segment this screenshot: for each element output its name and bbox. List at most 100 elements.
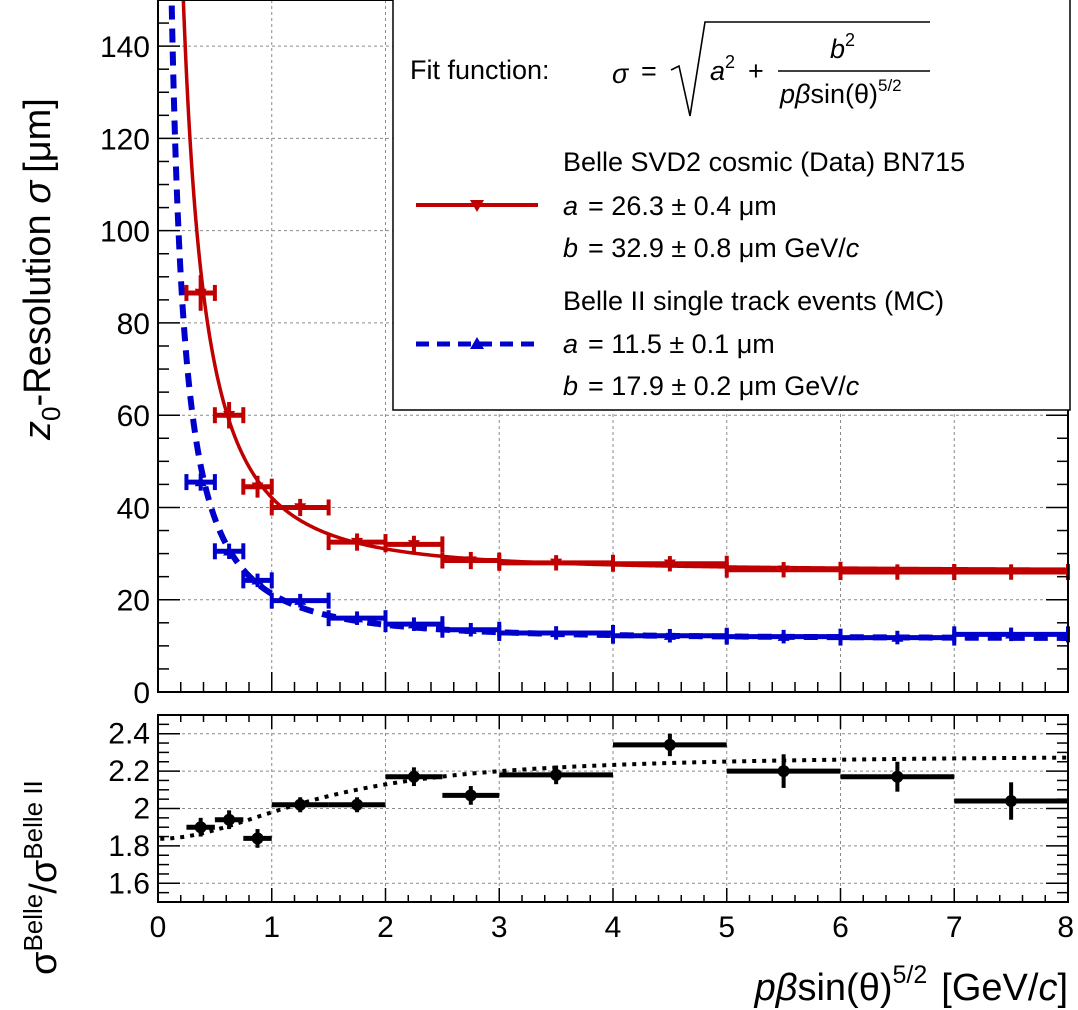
x-title-beta: β	[775, 967, 798, 1009]
marker-triangle-up	[464, 623, 477, 634]
ratio-point	[954, 782, 1068, 820]
x-title-exp: 5/2	[893, 961, 928, 989]
marker-triangle-down	[294, 503, 307, 514]
legend-entry-blue-b: b = 17.9 ± 0.2 μm GeV/c	[563, 371, 860, 401]
marker-circle	[194, 821, 207, 834]
legend-fit-plus: +	[748, 56, 764, 86]
data-point-belle	[440, 551, 502, 570]
data-point-belle	[383, 535, 445, 553]
x-tick-label: 5	[718, 911, 735, 944]
legend-entry-red-b: b = 32.9 ± 0.8 μm GeV/c	[563, 233, 860, 263]
legend: Fit function: σ = a2 + b2 pβsin(θ)5/2 Be…	[392, 0, 1071, 411]
x-tick-label: 7	[946, 911, 963, 944]
marker-circle	[294, 798, 307, 811]
marker-triangle-up	[1005, 628, 1018, 639]
main-y-tick-label: 40	[117, 492, 150, 525]
red-b-unit-c: c	[846, 233, 860, 263]
y-title-var: z	[17, 421, 59, 441]
legend-fit-denominator: pβsin(θ)5/2	[779, 76, 902, 109]
ratio-point	[442, 786, 500, 805]
marker-triangle-down	[194, 288, 207, 299]
marker-circle	[464, 789, 477, 802]
ratio-panel: 1.6 1.8 2 2.2 2.4 0 1 2 3 4 5 6 7 8	[108, 714, 1074, 944]
marker-circle	[351, 798, 364, 811]
data-point-belle	[269, 498, 331, 517]
legend-entry-red-a: a = 26.3 ± 0.4 μm	[563, 191, 777, 221]
data-point-belle	[184, 275, 217, 311]
ratio-point	[613, 733, 727, 757]
ratio-point	[840, 761, 955, 792]
ratio-y-tick-label: 1.6	[108, 867, 150, 900]
marker-triangle-down	[407, 540, 420, 551]
data-point-belle2	[184, 473, 217, 491]
marker-triangle-down	[464, 556, 477, 567]
ratio-y-tick-label: 2	[133, 793, 150, 826]
data-point-belle2	[838, 629, 957, 646]
x-tick-labels: 0 1 2 3 4 5 6 7 8	[150, 911, 1074, 944]
legend-fit-a-term: a2	[710, 52, 735, 86]
legend-fit-numerator: b2	[830, 30, 855, 64]
main-y-axis-title: z0-Resolution σ [μm]	[17, 98, 66, 441]
data-point-belle	[611, 555, 729, 572]
marker-triangle-down	[223, 411, 236, 422]
blue-b-unit-c: c	[846, 371, 860, 401]
marker-circle	[407, 770, 420, 783]
marker-triangle-down	[1005, 567, 1018, 579]
ratio-point	[214, 810, 244, 830]
main-y-tick-label: 0	[133, 677, 150, 710]
ratio-point	[726, 754, 841, 788]
marker-circle	[777, 765, 790, 778]
x-title-unit-open: [GeV/	[941, 967, 1039, 1009]
ratio-fit-curve	[160, 755, 1068, 841]
ratio-point	[186, 817, 215, 837]
ratio-data-points	[186, 733, 1068, 848]
red-b-text: = 32.9 ± 0.8 μm GeV/	[588, 233, 846, 263]
fit-a-sq: 2	[725, 52, 735, 72]
x-title-sin: sin(θ)	[797, 967, 892, 1009]
marker-triangle-down	[351, 537, 364, 549]
x-tick-label: 3	[491, 911, 508, 944]
legend-entry-red-title: Belle SVD2 cosmic (Data) BN715	[563, 147, 965, 177]
x-tick-label: 1	[263, 911, 280, 944]
main-y-tick-label: 60	[117, 400, 150, 433]
marker-triangle-up	[251, 574, 264, 585]
marker-triangle-up	[550, 626, 563, 638]
data-point-belle2	[383, 616, 445, 633]
fit-den-exp: 5/2	[878, 76, 902, 95]
blue-b-text: = 17.9 ± 0.2 μm GeV/	[588, 371, 846, 401]
marker-triangle-up	[223, 545, 236, 556]
data-point-belle2	[724, 628, 843, 645]
ratio-curve-line	[160, 755, 1068, 841]
legend-blue-marker	[470, 337, 484, 349]
x-tick-label: 8	[1057, 911, 1074, 944]
marker-triangle-up	[407, 618, 420, 629]
y-title-sub: 0	[36, 407, 66, 421]
legend-red-marker	[470, 200, 484, 212]
data-point-belle	[952, 564, 1070, 581]
data-point-belle2	[212, 543, 246, 560]
marker-triangle-down	[251, 482, 264, 493]
red-b-name: b	[563, 233, 578, 263]
ratio-y-tick-label: 1.8	[108, 830, 150, 863]
fit-a: a	[710, 56, 725, 86]
main-data-points	[184, 275, 1070, 646]
ratio-y-tick-labels: 1.6 1.8 2 2.2 2.4	[108, 718, 150, 901]
fit-den-beta: β	[794, 79, 810, 109]
fit-b-sq: 2	[845, 30, 855, 50]
legend-fit-eq: =	[641, 56, 657, 86]
ratio-grid	[158, 715, 1068, 902]
main-y-tick-label: 20	[117, 585, 150, 618]
y-title-unit: [μm]	[17, 98, 59, 173]
legend-entry-blue-a: a = 11.5 ± 0.1 μm	[563, 329, 775, 359]
data-point-belle	[724, 561, 843, 578]
marker-triangle-down	[891, 567, 904, 579]
ratio-y-sup2: Belle II	[18, 780, 48, 860]
x-title-unit-close: ]	[1057, 967, 1068, 1009]
ratio-point	[271, 797, 329, 813]
x-tick-label: 0	[150, 911, 167, 944]
main-panel: 0 20 40 60 80 100 120 140	[100, 0, 1070, 710]
x-title-unit-c: c	[1038, 967, 1057, 1009]
main-y-tick-label: 140	[100, 31, 150, 64]
blue-a-text: = 11.5 ± 0.1 μm	[588, 329, 775, 359]
